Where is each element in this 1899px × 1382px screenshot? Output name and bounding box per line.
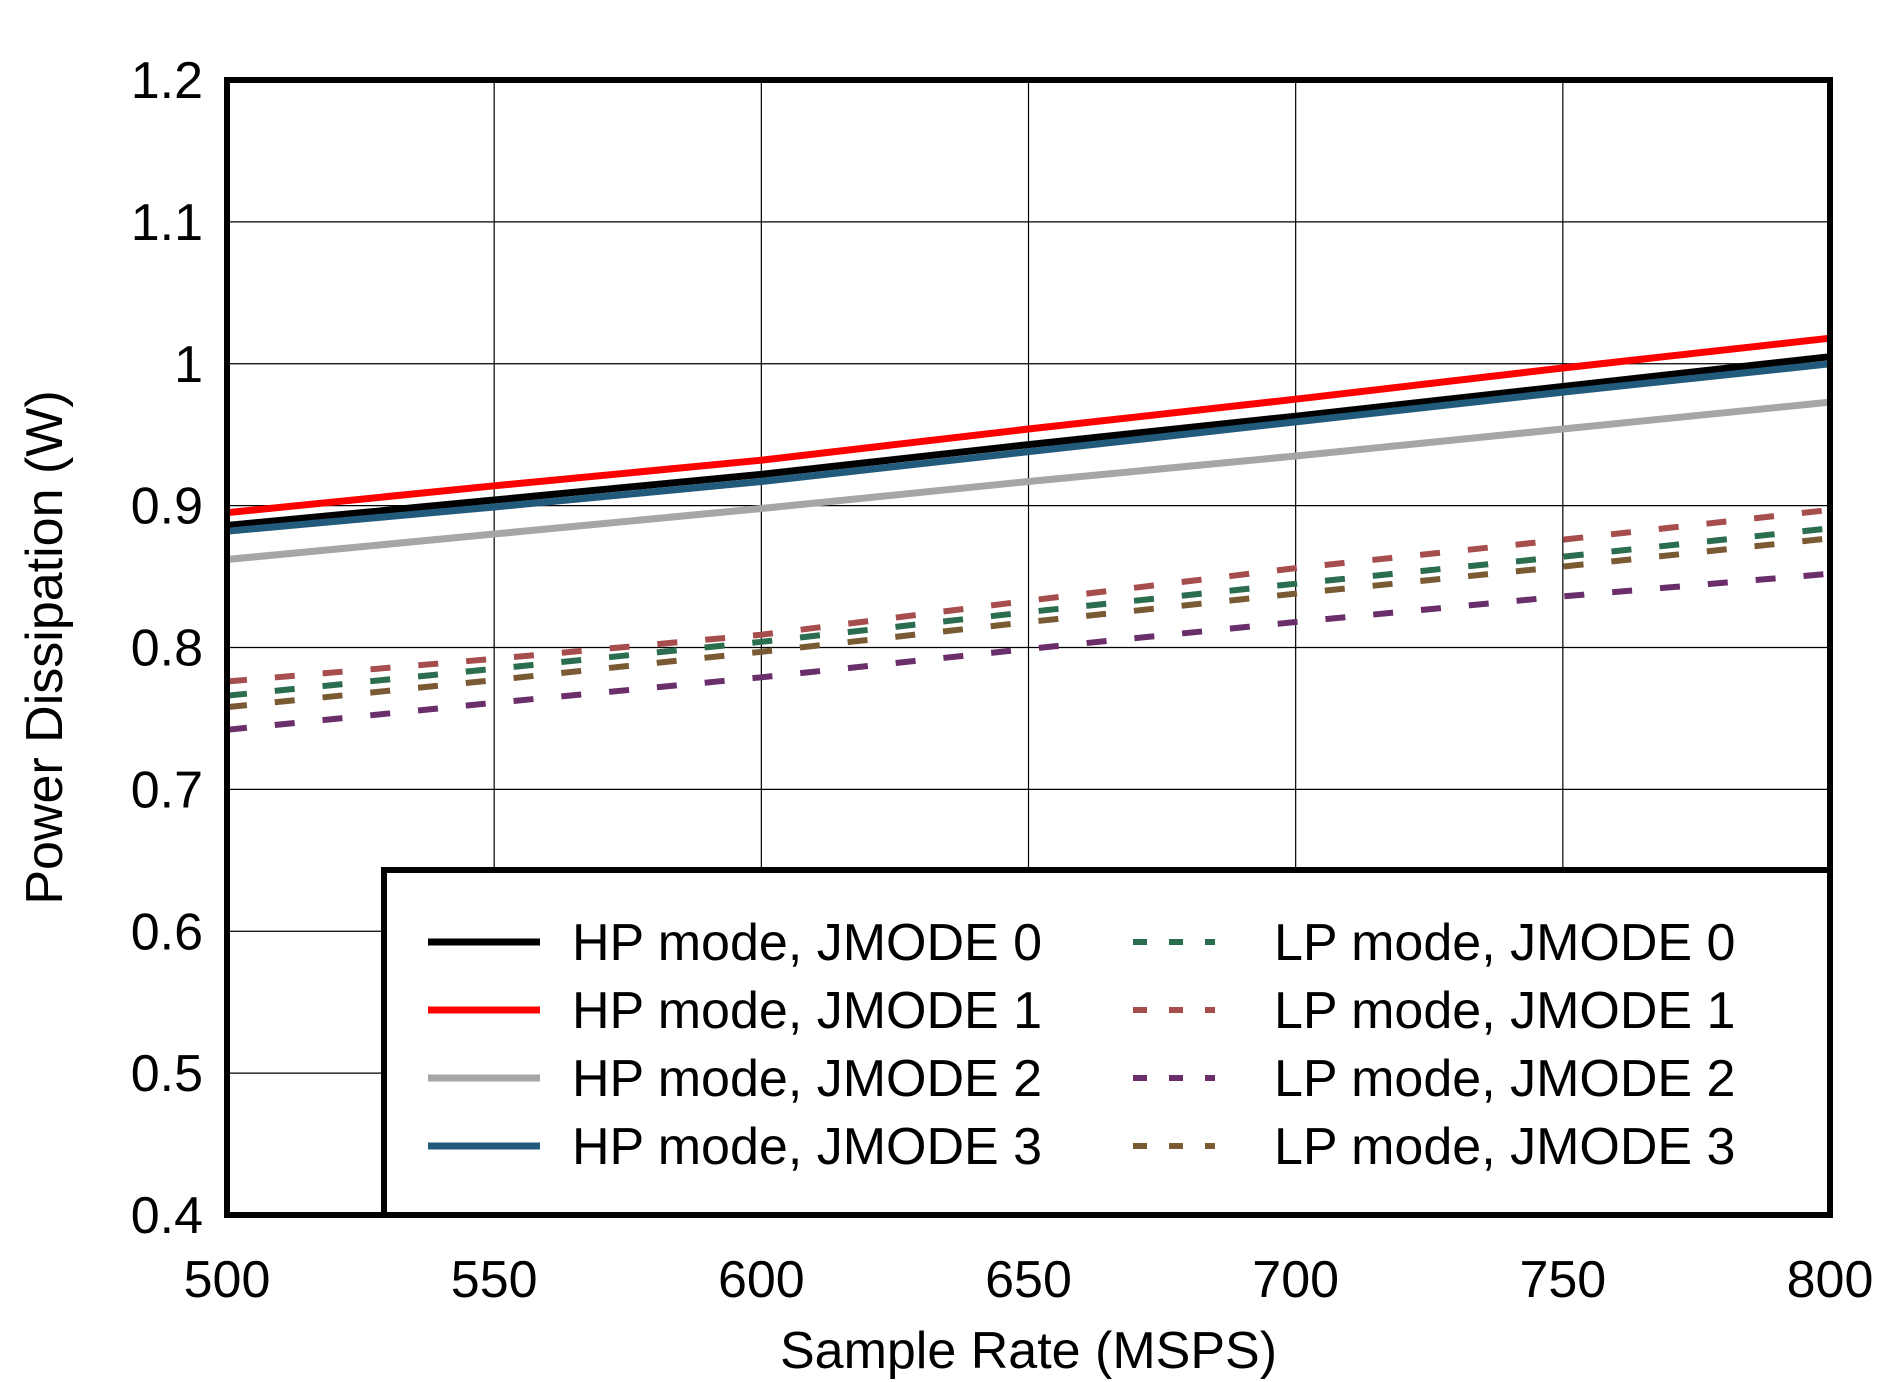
x-tick-label: 750 <box>1519 1251 1606 1309</box>
x-tick-label: 600 <box>718 1251 805 1309</box>
legend-item: LP mode, JMODE 2 <box>1133 1050 1735 1108</box>
y-tick-label: 0.8 <box>131 620 203 678</box>
legend-label: LP mode, JMODE 0 <box>1274 914 1735 972</box>
x-tick-label: 700 <box>1252 1251 1339 1309</box>
legend-label: LP mode, JMODE 2 <box>1274 1050 1735 1108</box>
series-line <box>226 398 1831 563</box>
series-line <box>226 360 1831 535</box>
y-tick-label: 1.2 <box>131 52 203 110</box>
legend: HP mode, JMODE 0 HP mode, JMODE 1 HP mode,… <box>381 867 1833 1218</box>
y-axis-title: Power Dissipation (W) <box>16 390 74 904</box>
y-tick-label: 0.4 <box>131 1187 203 1245</box>
legend-label: HP mode, JMODE 0 <box>572 914 1042 972</box>
legend-item: LP mode, JMODE 3 <box>1133 1118 1735 1176</box>
series-2 <box>226 398 1831 563</box>
x-tick-label: 650 <box>985 1251 1072 1309</box>
x-tick-label: 550 <box>451 1251 538 1309</box>
legend-item: HP mode, JMODE 3 <box>428 1118 1042 1176</box>
series-line <box>226 353 1831 529</box>
x-tick-label: 800 <box>1787 1251 1874 1309</box>
tick-labels: 500 550 600 650 700 750 800 0.4 0.5 0.6 0.7 0.8 0.9 1… <box>131 52 1874 1309</box>
series-layer <box>226 334 1831 733</box>
legend-item: HP mode, JMODE 0 <box>428 914 1042 972</box>
y-tick-label: 0.5 <box>131 1045 203 1103</box>
legend-item: HP mode, JMODE 1 <box>428 982 1042 1040</box>
y-tick-label: 0.6 <box>131 903 203 961</box>
legend-label: HP mode, JMODE 2 <box>572 1050 1042 1108</box>
x-tick-label: 500 <box>184 1251 271 1309</box>
legend-label: LP mode, JMODE 1 <box>1274 982 1735 1040</box>
y-tick-label: 0.7 <box>131 761 203 819</box>
legend-label: LP mode, JMODE 3 <box>1274 1118 1735 1176</box>
series-line <box>226 334 1831 517</box>
legend-label: HP mode, JMODE 1 <box>572 982 1042 1040</box>
legend-box <box>381 867 1833 1218</box>
legend-item: LP mode, JMODE 1 <box>1133 982 1735 1040</box>
series-1 <box>226 334 1831 517</box>
series-0 <box>226 353 1831 529</box>
y-tick-label: 0.9 <box>131 478 203 536</box>
legend-item: LP mode, JMODE 0 <box>1133 914 1735 972</box>
series-3 <box>226 360 1831 535</box>
legend-item: HP mode, JMODE 2 <box>428 1050 1042 1108</box>
y-tick-label: 1.1 <box>131 194 203 252</box>
legend-label: HP mode, JMODE 3 <box>572 1118 1042 1176</box>
y-tick-label: 1 <box>174 336 203 394</box>
x-axis-title: Sample Rate (MSPS) <box>780 1322 1277 1380</box>
